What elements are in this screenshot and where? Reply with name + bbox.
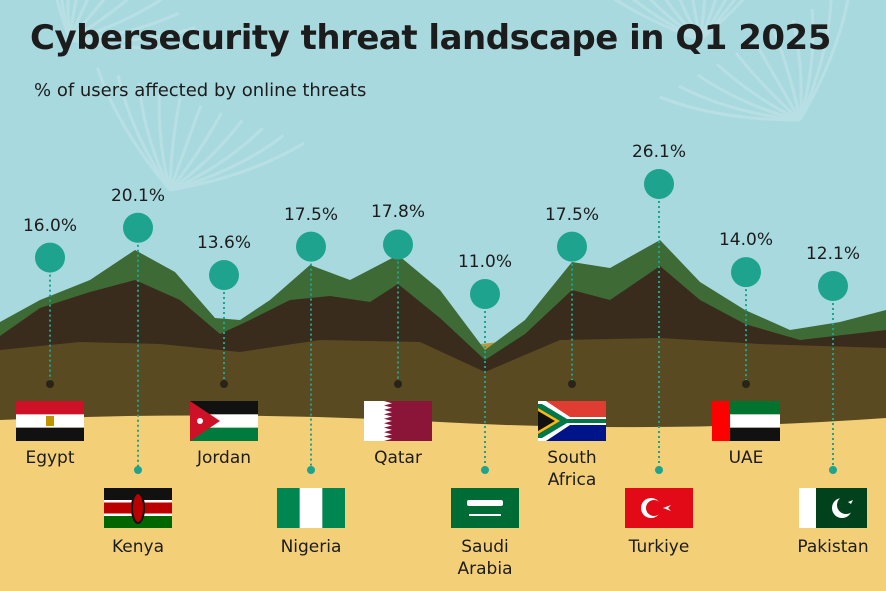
flag-jordan bbox=[190, 401, 258, 441]
country-label-line: Turkiye bbox=[628, 537, 690, 557]
marker-jordan bbox=[209, 260, 239, 291]
marker-pakistan bbox=[818, 270, 848, 301]
flag-egypt bbox=[16, 401, 84, 441]
country-label-nigeria: Nigeria bbox=[246, 536, 376, 558]
anchor-dot-uae bbox=[742, 380, 750, 388]
value-label-pakistan: 12.1% bbox=[805, 243, 860, 264]
value-label-nigeria: 17.5% bbox=[283, 204, 338, 225]
marker-turkiye bbox=[644, 169, 674, 199]
country-label-uae: UAE bbox=[681, 447, 811, 469]
flag-turkiye bbox=[625, 488, 693, 528]
country-label-egypt: Egypt bbox=[0, 447, 115, 469]
palm-leaf-decoration bbox=[95, 67, 305, 192]
country-label-pakistan: Pakistan bbox=[768, 536, 886, 558]
country-label-line: Qatar bbox=[374, 448, 422, 468]
country-label-line: Arabia bbox=[457, 559, 513, 579]
flag-pakistan bbox=[799, 488, 867, 528]
value-label-jordan: 13.6% bbox=[196, 233, 251, 254]
country-label-line: Nigeria bbox=[280, 537, 342, 557]
marker-qatar bbox=[383, 229, 413, 260]
country-label-line: Pakistan bbox=[797, 537, 869, 557]
country-label-south-africa: South Africa bbox=[507, 447, 637, 491]
marker-nigeria bbox=[296, 231, 326, 262]
country-label-turkiye: Turkiye bbox=[594, 536, 724, 558]
flag-kenya bbox=[104, 488, 172, 528]
anchor-dot-nigeria bbox=[307, 466, 315, 474]
anchor-dot-south-africa bbox=[568, 380, 576, 388]
palm-leaf-decoration bbox=[42, 0, 213, 50]
sand-ground bbox=[0, 415, 886, 591]
flag-qatar bbox=[364, 401, 432, 441]
value-label-saudi-arabia: 11.0% bbox=[457, 252, 512, 272]
country-label-saudi-arabia: Saudi Arabia bbox=[420, 536, 550, 580]
palm-leaf-decoration bbox=[659, 0, 852, 122]
marker-kenya bbox=[123, 212, 153, 243]
value-label-egypt: 16.0% bbox=[22, 215, 77, 236]
anchor-dot-egypt bbox=[46, 380, 54, 388]
country-label-line: Egypt bbox=[25, 448, 75, 468]
country-label-line: Africa bbox=[547, 470, 597, 490]
value-label-uae: 14.0% bbox=[718, 230, 773, 251]
value-label-qatar: 17.8% bbox=[370, 202, 425, 223]
marker-uae bbox=[731, 257, 761, 288]
country-label-line: Kenya bbox=[111, 537, 164, 557]
country-label-qatar: Qatar bbox=[333, 447, 463, 469]
country-label-line: Jordan bbox=[196, 448, 252, 468]
country-label-line: South bbox=[547, 448, 597, 468]
anchor-dot-qatar bbox=[394, 380, 402, 388]
flag-saudi-arabia bbox=[451, 488, 519, 528]
chart-subtitle: % of users affected by online threats bbox=[34, 80, 367, 101]
anchor-dot-pakistan bbox=[829, 466, 837, 474]
anchor-dot-turkiye bbox=[655, 466, 663, 474]
chart-title: Cybersecurity threat landscape in Q1 202… bbox=[30, 18, 831, 58]
country-label-line: Saudi bbox=[461, 537, 509, 557]
flag-nigeria bbox=[277, 488, 345, 528]
marker-south-africa bbox=[557, 231, 587, 262]
anchor-dot-saudi-arabia bbox=[481, 466, 489, 474]
country-label-jordan: Jordan bbox=[159, 447, 289, 469]
flag-south-africa bbox=[538, 401, 606, 441]
marker-saudi-arabia bbox=[470, 279, 500, 309]
country-label-kenya: Kenya bbox=[73, 536, 203, 558]
value-label-kenya: 20.1% bbox=[110, 185, 165, 206]
palm-leaf-decoration bbox=[575, 0, 795, 42]
value-label-south-africa: 17.5% bbox=[544, 204, 599, 225]
anchor-dot-kenya bbox=[134, 466, 142, 474]
country-label-line: UAE bbox=[728, 448, 764, 468]
flag-uae bbox=[712, 401, 780, 441]
anchor-dot-jordan bbox=[220, 380, 228, 388]
marker-egypt bbox=[35, 242, 65, 273]
value-label-turkiye: 26.1% bbox=[631, 142, 686, 162]
